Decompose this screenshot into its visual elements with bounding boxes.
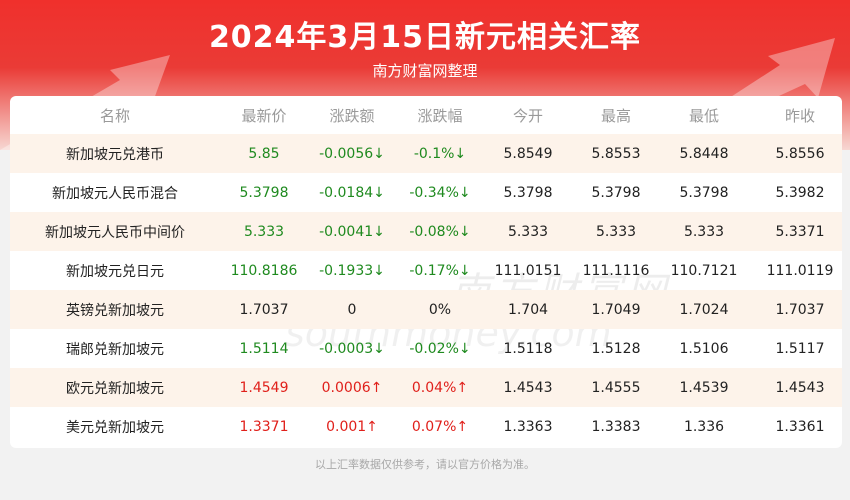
table-row: 新加坡元人民币混合 5.3798 -0.0184↓ -0.34%↓ 5.3798… <box>10 173 842 212</box>
cell-prev-close: 1.7037 <box>748 290 842 329</box>
column-header-prev-close: 昨收 <box>784 106 815 125</box>
cell-open: 1.3363 <box>503 418 553 435</box>
cell-change: -0.0041↓ <box>308 212 396 251</box>
table-row: 欧元兑新加坡元 1.4549 0.0006↑ 0.04%↑ 1.4543 1.4… <box>10 368 842 407</box>
column-header-low: 最低 <box>688 106 719 125</box>
cell-low: 110.7121 <box>670 262 738 279</box>
column-header-change: 涨跌额 <box>329 106 375 125</box>
cell-name: 瑞郎兑新加坡元 <box>66 341 164 358</box>
cell-change: -0.1933↓ <box>319 262 385 279</box>
cell-open: 5.333 <box>484 212 572 251</box>
rates-table: 名称 最新价 涨跌额 涨跌幅 今开 最高 最低 昨收 新加坡元兑港币 5.85 … <box>10 96 842 446</box>
cell-last: 110.8186 <box>230 262 298 279</box>
cell-open: 5.3798 <box>503 184 553 201</box>
cell-low: 1.7024 <box>660 290 748 329</box>
page-subtitle: 南方财富网整理 <box>372 62 478 80</box>
cell-low: 5.333 <box>660 212 748 251</box>
cell-last: 1.5114 <box>239 340 289 357</box>
cell-last: 1.3371 <box>239 418 289 435</box>
cell-last: 5.333 <box>220 212 308 251</box>
disclaimer-note: 以上汇率数据仅供参考，请以官方价格为准。 <box>315 458 535 471</box>
cell-last: 1.7037 <box>220 290 308 329</box>
cell-low: 5.3798 <box>679 184 729 201</box>
cell-prev-close: 5.8556 <box>748 134 842 173</box>
cell-open: 1.704 <box>484 290 572 329</box>
cell-prev-close: 1.5117 <box>775 340 825 357</box>
cell-change-pct: 0% <box>396 290 484 329</box>
cell-change: 0 <box>308 290 396 329</box>
cell-high: 5.8553 <box>572 134 660 173</box>
column-header-open: 今开 <box>512 106 543 125</box>
cell-low: 5.8448 <box>660 134 748 173</box>
cell-change: 0.001↑ <box>326 418 378 435</box>
table-row: 英镑兑新加坡元 1.7037 0 0% 1.704 1.7049 1.7024 … <box>10 290 842 329</box>
cell-change: 0.0006↑ <box>308 368 396 407</box>
cell-change-pct: -0.34%↓ <box>409 184 471 201</box>
cell-change-pct: -0.1%↓ <box>396 134 484 173</box>
cell-high: 1.3383 <box>591 418 641 435</box>
cell-name: 新加坡元人民币混合 <box>52 185 178 202</box>
cell-high: 111.1116 <box>582 262 650 279</box>
cell-change-pct: 0.04%↑ <box>396 368 484 407</box>
cell-high: 1.4555 <box>572 368 660 407</box>
cell-name: 英镑兑新加坡元 <box>10 290 220 329</box>
cell-change-pct: 0.07%↑ <box>411 418 469 435</box>
cell-high: 1.5128 <box>591 340 641 357</box>
cell-change: -0.0003↓ <box>319 340 385 357</box>
cell-low: 1.5106 <box>679 340 729 357</box>
cell-open: 111.0151 <box>494 262 562 279</box>
cell-prev-close: 5.3982 <box>775 184 825 201</box>
cell-prev-close: 5.3371 <box>748 212 842 251</box>
cell-high: 1.7049 <box>572 290 660 329</box>
table-header-row: 名称 最新价 涨跌额 涨跌幅 今开 最高 最低 昨收 <box>10 96 842 134</box>
rates-card: 南方财富网 southmoney.com 名称 最新价 涨跌额 涨跌幅 今开 最… <box>10 96 842 448</box>
page-title: 2024年3月15日新元相关汇率 <box>208 20 642 55</box>
cell-last: 5.85 <box>220 134 308 173</box>
cell-name: 美元兑新加坡元 <box>66 419 164 436</box>
column-header-high: 最高 <box>600 106 631 125</box>
cell-prev-close: 111.0119 <box>766 262 834 279</box>
cell-prev-close: 1.3361 <box>775 418 825 435</box>
cell-low: 1.336 <box>683 418 725 435</box>
column-header-name: 名称 <box>99 106 130 125</box>
column-header-change-pct: 涨跌幅 <box>417 106 463 125</box>
cell-open: 1.5118 <box>503 340 553 357</box>
cell-last: 5.3798 <box>239 184 289 201</box>
table-row: 新加坡元兑日元 110.8186 -0.1933↓ -0.17%↓ 111.01… <box>10 251 842 290</box>
cell-change-pct: -0.02%↓ <box>409 340 471 357</box>
cell-high: 5.3798 <box>591 184 641 201</box>
cell-name: 新加坡元人民币中间价 <box>10 212 220 251</box>
table-row: 新加坡元人民币中间价 5.333 -0.0041↓ -0.08%↓ 5.333 … <box>10 212 842 251</box>
cell-name: 新加坡元兑港币 <box>10 134 220 173</box>
cell-name: 欧元兑新加坡元 <box>10 368 220 407</box>
cell-change-pct: -0.08%↓ <box>396 212 484 251</box>
cell-change: -0.0184↓ <box>319 184 385 201</box>
cell-change-pct: -0.17%↓ <box>409 262 471 279</box>
cell-prev-close: 1.4543 <box>748 368 842 407</box>
table-row: 瑞郎兑新加坡元 1.5114 -0.0003↓ -0.02%↓ 1.5118 1… <box>10 329 842 368</box>
cell-open: 5.8549 <box>484 134 572 173</box>
cell-name: 新加坡元兑日元 <box>66 263 164 280</box>
cell-high: 5.333 <box>572 212 660 251</box>
table-row: 新加坡元兑港币 5.85 -0.0056↓ -0.1%↓ 5.8549 5.85… <box>10 134 842 173</box>
cell-low: 1.4539 <box>660 368 748 407</box>
cell-open: 1.4543 <box>484 368 572 407</box>
cell-change: -0.0056↓ <box>308 134 396 173</box>
column-header-last: 最新价 <box>241 106 287 125</box>
table-row: 美元兑新加坡元 1.3371 0.001↑ 0.07%↑ 1.3363 1.33… <box>10 407 842 446</box>
cell-last: 1.4549 <box>220 368 308 407</box>
